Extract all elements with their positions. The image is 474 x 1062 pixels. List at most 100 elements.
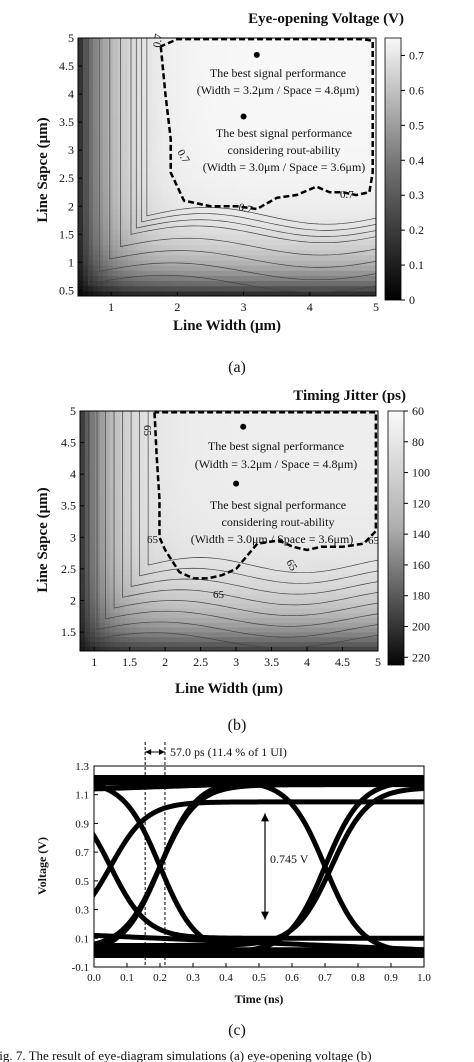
chart-a-cell — [261, 187, 268, 194]
chart-b-cell — [159, 454, 166, 460]
chart-b-cell — [114, 478, 121, 484]
chart-a-cell — [192, 208, 198, 215]
chart-a-cell — [152, 161, 159, 168]
chart-b-cell — [174, 603, 180, 609]
chart-a-cell — [82, 275, 89, 282]
chart-a-cell — [251, 182, 258, 189]
chart-b-cell — [189, 411, 195, 417]
chart-a-cell — [102, 94, 109, 101]
chart-a-cell — [286, 234, 293, 240]
chart-a-cell — [177, 115, 183, 122]
chart-a-cell — [291, 177, 298, 184]
chart-a-cell — [331, 84, 337, 91]
chart-a-contour-line — [120, 38, 376, 256]
chart-a-cell — [202, 197, 208, 204]
chart-a-cell — [361, 167, 367, 173]
chart-a-cell — [167, 182, 173, 189]
chart-a-cell — [331, 43, 337, 49]
chart-a-cell — [102, 53, 109, 60]
chart-a-cell — [207, 244, 213, 251]
chart-a-cell — [132, 84, 139, 91]
chart-b-cell — [189, 439, 195, 446]
chart-a-cell — [147, 213, 154, 220]
chart-b-cell — [134, 516, 141, 522]
chart-a-cell — [177, 172, 183, 178]
chart-b-cell — [109, 603, 116, 609]
chart-b-cell — [253, 603, 260, 609]
chart-a-cell — [78, 187, 84, 194]
chart-a-cell — [78, 223, 84, 230]
chart-b-cell — [179, 468, 185, 474]
chart-b-cell — [129, 550, 136, 556]
chart-b-cell — [243, 531, 250, 537]
chart-a-cell — [78, 218, 84, 225]
chart-b-cell — [139, 497, 146, 503]
chart-a-cell — [276, 223, 283, 230]
chart-a-cell — [227, 208, 233, 215]
chart-b-cell — [189, 588, 195, 594]
chart-a-cell — [207, 136, 213, 142]
chart-b-cell — [179, 612, 185, 618]
chart-b-cell — [243, 550, 250, 556]
chart-a-cell — [346, 259, 352, 266]
chart-a-cell — [217, 223, 223, 230]
chart-a-cell — [356, 259, 362, 266]
chart-b-cell — [253, 555, 260, 561]
chart-a-cell — [78, 58, 84, 65]
chart-a-cell — [187, 99, 193, 106]
chart-b-cell — [99, 454, 106, 460]
chart-a-cell — [276, 110, 283, 116]
chart-a-cell — [192, 172, 198, 178]
chart-b-cell — [258, 420, 265, 426]
chart-b-cell — [139, 511, 146, 518]
chart-a-cell — [286, 115, 293, 122]
chart-a-cell — [202, 228, 208, 235]
chart-a-cell — [331, 234, 337, 240]
chart-a-cell — [371, 270, 376, 276]
chart-b-cell — [248, 454, 255, 460]
chart-b-cell — [134, 559, 141, 566]
chart-a-cell — [346, 270, 352, 276]
chart-a-cell — [227, 161, 233, 168]
chart-a-cell — [182, 43, 188, 49]
chart-a-cell — [192, 79, 198, 86]
chart-b-cell — [144, 526, 151, 532]
chart-a-cell — [321, 63, 327, 70]
chart-b-cell — [243, 463, 250, 470]
chart-b-cell — [263, 607, 270, 614]
chart-a-cell — [197, 172, 203, 178]
chart-a-cell — [356, 58, 362, 65]
chart-b-cell — [84, 511, 91, 518]
chart-a-cell — [102, 259, 109, 266]
chart-b-cell — [104, 444, 111, 450]
chart-a-cell — [241, 63, 248, 70]
chart-a-cell — [241, 151, 248, 158]
chart-a-cell — [256, 120, 263, 127]
chart-b-cell — [164, 449, 170, 455]
chart-b-cell — [154, 583, 161, 590]
chart-b-cell — [80, 564, 86, 570]
chart-a-cell — [371, 74, 376, 80]
chart-a-cell — [296, 177, 303, 184]
chart-a-cell — [291, 53, 298, 60]
chart-a-cell — [222, 38, 228, 44]
chart-a-cell — [271, 182, 278, 189]
chart-b-cell — [149, 612, 156, 618]
chart-b-cell — [238, 511, 245, 518]
chart-a-cell — [127, 161, 134, 168]
chart-b-cell — [253, 425, 260, 431]
chart-b-cell — [243, 574, 250, 580]
chart-b-cell — [174, 439, 180, 446]
chart-b-cell — [209, 564, 215, 570]
chart-b-cell — [99, 497, 106, 503]
chart-a-cell — [351, 63, 357, 70]
chart-a-cell — [246, 63, 253, 70]
chart-b-cell — [144, 497, 151, 503]
chart-a-cell — [301, 146, 308, 153]
chart-a-cell — [261, 53, 268, 60]
chart-a-cell — [291, 223, 298, 230]
chart-a-cell — [112, 151, 119, 158]
chart-b-cell — [159, 579, 166, 585]
chart-a-cell — [236, 99, 243, 106]
chart-b-cell — [169, 631, 175, 638]
